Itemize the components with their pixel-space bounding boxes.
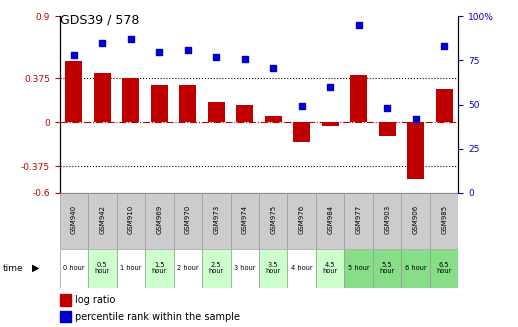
Point bbox=[183, 47, 192, 53]
Point bbox=[126, 37, 135, 42]
Point bbox=[155, 49, 164, 54]
Point bbox=[69, 53, 78, 58]
Text: 3 hour: 3 hour bbox=[234, 265, 255, 271]
Point bbox=[297, 104, 306, 109]
Text: percentile rank within the sample: percentile rank within the sample bbox=[75, 312, 240, 321]
Bar bbox=[88, 193, 117, 249]
Point bbox=[411, 116, 420, 121]
Bar bbox=[117, 249, 145, 288]
Text: GSM977: GSM977 bbox=[356, 205, 362, 234]
Text: 4 hour: 4 hour bbox=[291, 265, 312, 271]
Text: GSM906: GSM906 bbox=[413, 205, 419, 234]
Bar bbox=[60, 249, 88, 288]
Bar bbox=[430, 193, 458, 249]
Bar bbox=[236, 105, 253, 122]
Bar bbox=[293, 122, 310, 142]
Text: GSM975: GSM975 bbox=[270, 205, 276, 234]
Point bbox=[212, 54, 221, 60]
Bar bbox=[344, 249, 373, 288]
Bar bbox=[231, 193, 259, 249]
Text: GSM903: GSM903 bbox=[384, 205, 390, 234]
Bar bbox=[174, 193, 202, 249]
Text: 0.5
hour: 0.5 hour bbox=[95, 262, 110, 274]
Bar bbox=[344, 193, 373, 249]
Point bbox=[326, 84, 335, 90]
Bar bbox=[436, 89, 453, 122]
Bar bbox=[117, 193, 145, 249]
Text: 6.5
hour: 6.5 hour bbox=[437, 262, 452, 274]
Text: GSM970: GSM970 bbox=[185, 205, 191, 234]
Bar bbox=[202, 193, 231, 249]
Bar bbox=[88, 249, 117, 288]
Text: GSM976: GSM976 bbox=[299, 205, 305, 234]
Point bbox=[354, 23, 363, 28]
Text: GSM942: GSM942 bbox=[99, 205, 105, 234]
Bar bbox=[174, 249, 202, 288]
Bar bbox=[94, 73, 111, 122]
Text: 5.5
hour: 5.5 hour bbox=[380, 262, 395, 274]
Bar bbox=[322, 122, 339, 126]
Bar bbox=[287, 249, 316, 288]
Point bbox=[383, 106, 392, 111]
Text: 5 hour: 5 hour bbox=[348, 265, 369, 271]
Bar bbox=[259, 249, 287, 288]
Bar bbox=[202, 249, 231, 288]
Point bbox=[98, 40, 107, 45]
Text: 1 hour: 1 hour bbox=[120, 265, 141, 271]
Bar bbox=[151, 85, 168, 122]
Point bbox=[240, 56, 249, 61]
Text: 1.5
hour: 1.5 hour bbox=[152, 262, 167, 274]
Bar bbox=[259, 193, 287, 249]
Bar bbox=[265, 116, 282, 122]
Bar bbox=[379, 122, 396, 136]
Bar bbox=[373, 249, 401, 288]
Bar bbox=[231, 249, 259, 288]
Text: 3.5
hour: 3.5 hour bbox=[266, 262, 281, 274]
Bar bbox=[430, 249, 458, 288]
Bar bbox=[401, 193, 430, 249]
Bar bbox=[65, 61, 82, 122]
Bar bbox=[60, 193, 88, 249]
Bar bbox=[401, 249, 430, 288]
Text: 6 hour: 6 hour bbox=[405, 265, 426, 271]
Bar bbox=[287, 193, 316, 249]
Bar bbox=[122, 77, 139, 122]
Bar bbox=[208, 102, 225, 122]
Bar bbox=[316, 249, 344, 288]
Point bbox=[269, 65, 278, 70]
Text: 4.5
hour: 4.5 hour bbox=[323, 262, 338, 274]
Bar bbox=[373, 193, 401, 249]
Text: ▶: ▶ bbox=[32, 263, 39, 273]
Bar bbox=[350, 75, 367, 122]
Text: GSM974: GSM974 bbox=[242, 205, 248, 234]
Bar bbox=[145, 249, 174, 288]
Text: GSM969: GSM969 bbox=[156, 205, 162, 234]
Text: 0 hour: 0 hour bbox=[63, 265, 84, 271]
Text: GDS39 / 578: GDS39 / 578 bbox=[60, 13, 139, 26]
Text: GSM940: GSM940 bbox=[71, 205, 77, 234]
Text: GSM985: GSM985 bbox=[441, 205, 447, 234]
Point bbox=[440, 44, 449, 49]
Text: log ratio: log ratio bbox=[75, 295, 116, 305]
Text: time: time bbox=[3, 264, 23, 273]
Bar bbox=[145, 193, 174, 249]
Text: 2.5
hour: 2.5 hour bbox=[209, 262, 224, 274]
Text: 2 hour: 2 hour bbox=[177, 265, 198, 271]
Text: GSM973: GSM973 bbox=[213, 205, 219, 234]
Bar bbox=[179, 85, 196, 122]
Bar bbox=[407, 122, 424, 179]
Bar bbox=[316, 193, 344, 249]
Text: GSM910: GSM910 bbox=[128, 205, 134, 234]
Text: GSM984: GSM984 bbox=[327, 205, 333, 234]
